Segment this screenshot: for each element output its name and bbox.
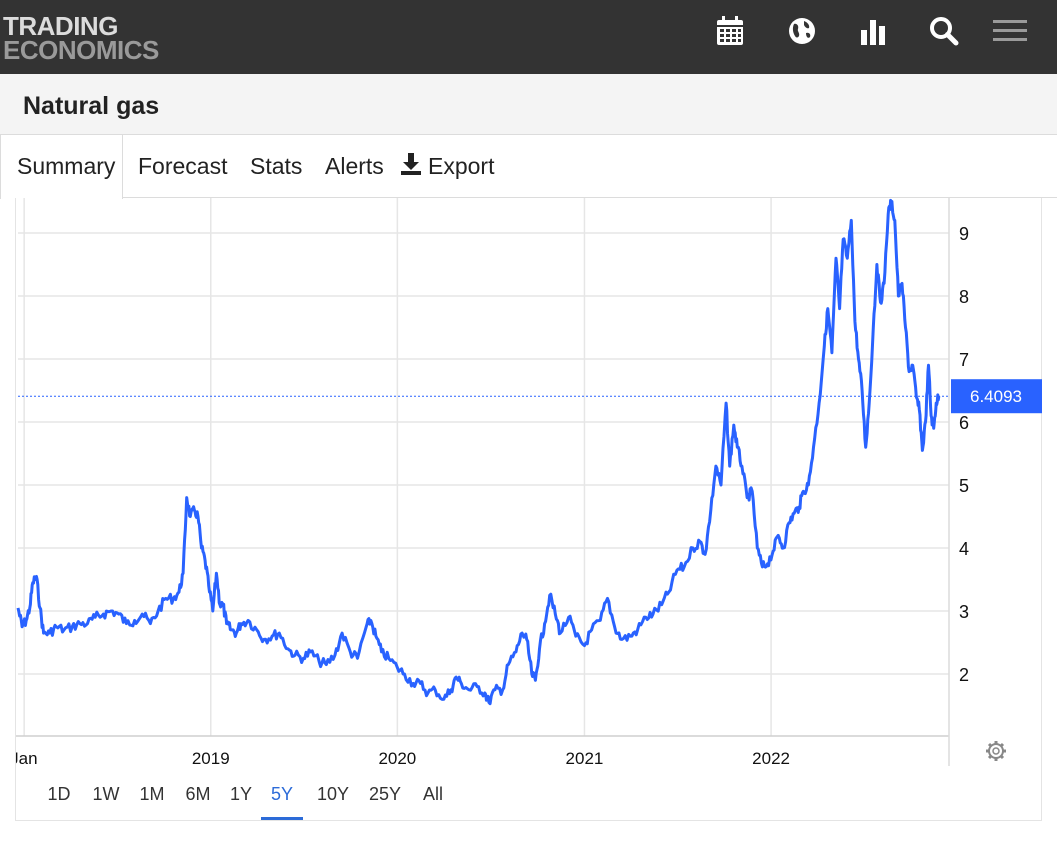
chart-panel: Jan 2019 2020 2021 2022 2 3 4 5 6 7 8 9 6.4093 <box>15 198 1042 821</box>
page-title: Natural gas <box>23 92 160 120</box>
tab-forecast-label: Forecast <box>138 153 228 179</box>
last-value-badge-box <box>951 379 1042 414</box>
range-button-1m[interactable]: 1M <box>137 780 167 820</box>
title-bar: Natural gas <box>0 74 1057 135</box>
tab-alerts-label: Alerts <box>325 153 384 179</box>
chart-grid <box>16 198 950 766</box>
price-chart[interactable]: Jan 2019 2020 2021 2022 2 3 4 5 6 7 8 9 6.4093 <box>16 198 1043 821</box>
last-value-badge: 6.4093 <box>951 379 1042 414</box>
tab-summary-label: Summary <box>17 153 116 179</box>
top-navigation-bar: TRADING ECONOMICS <box>0 0 1057 74</box>
tab-stats[interactable]: Stats <box>250 135 302 198</box>
price-series-line <box>16 198 941 706</box>
y-tick-label: 6 <box>959 413 969 433</box>
range-button-25y[interactable]: 25Y <box>367 780 403 820</box>
y-tick-label: 9 <box>959 224 969 244</box>
x-tick-label: 2021 <box>566 749 604 768</box>
x-axis-labels: Jan 2019 2020 2021 2022 <box>16 749 790 768</box>
bar-chart-icon[interactable] <box>859 16 889 46</box>
tab-alerts[interactable]: Alerts <box>325 135 384 198</box>
tab-summary[interactable]: Summary <box>0 135 123 199</box>
globe-icon[interactable] <box>787 16 817 46</box>
range-button-10y[interactable]: 10Y <box>315 780 351 820</box>
tab-export[interactable]: Export <box>400 135 494 198</box>
tab-forecast[interactable]: Forecast <box>138 135 227 198</box>
range-button-label: 1Y <box>229 784 253 804</box>
x-tick-label: Jan <box>16 749 38 768</box>
y-tick-label: 3 <box>959 602 969 622</box>
y-axis-labels: 2 3 4 5 6 7 8 9 <box>959 224 969 685</box>
range-button-label: 1M <box>139 784 165 804</box>
download-icon <box>401 153 421 175</box>
range-button-1w[interactable]: 1W <box>89 780 123 820</box>
range-button-1d[interactable]: 1D <box>44 780 74 820</box>
range-button-label: 1W <box>92 784 120 804</box>
calendar-icon[interactable] <box>716 16 746 46</box>
y-tick-label: 5 <box>959 476 969 496</box>
range-button-all[interactable]: All <box>420 780 446 820</box>
logo-line2: ECONOMICS <box>3 35 159 65</box>
range-button-label: 6M <box>185 784 211 804</box>
range-button-label: 25Y <box>368 784 402 804</box>
range-button-label: 10Y <box>316 784 350 804</box>
y-tick-label: 4 <box>959 539 969 559</box>
tab-stats-label: Stats <box>250 153 303 179</box>
last-value-text: 6.4093 <box>970 387 1022 406</box>
range-button-label: 1D <box>47 784 71 804</box>
menu-icon[interactable] <box>993 16 1029 46</box>
y-tick-label: 2 <box>959 665 969 685</box>
y-tick-label: 8 <box>959 287 969 307</box>
y-tick-label: 7 <box>959 350 969 370</box>
logo-line1: TRADING <box>3 11 118 41</box>
range-button-6m[interactable]: 6M <box>182 780 214 820</box>
search-icon[interactable] <box>929 16 959 46</box>
x-tick-label: 2022 <box>752 749 790 768</box>
x-tick-label: 2020 <box>378 749 416 768</box>
tab-export-label: Export <box>428 153 495 179</box>
range-button-label: 5Y <box>270 784 294 804</box>
range-button-1y[interactable]: 1Y <box>228 780 254 820</box>
range-button-5y[interactable]: 5Y <box>261 780 303 820</box>
logo[interactable]: TRADING ECONOMICS <box>3 11 159 65</box>
range-button-label: All <box>422 784 443 804</box>
settings-gear-icon[interactable] <box>986 741 1006 761</box>
tab-bar: Summary Forecast Stats Alerts Export <box>0 134 1057 199</box>
x-tick-label: 2019 <box>192 749 230 768</box>
